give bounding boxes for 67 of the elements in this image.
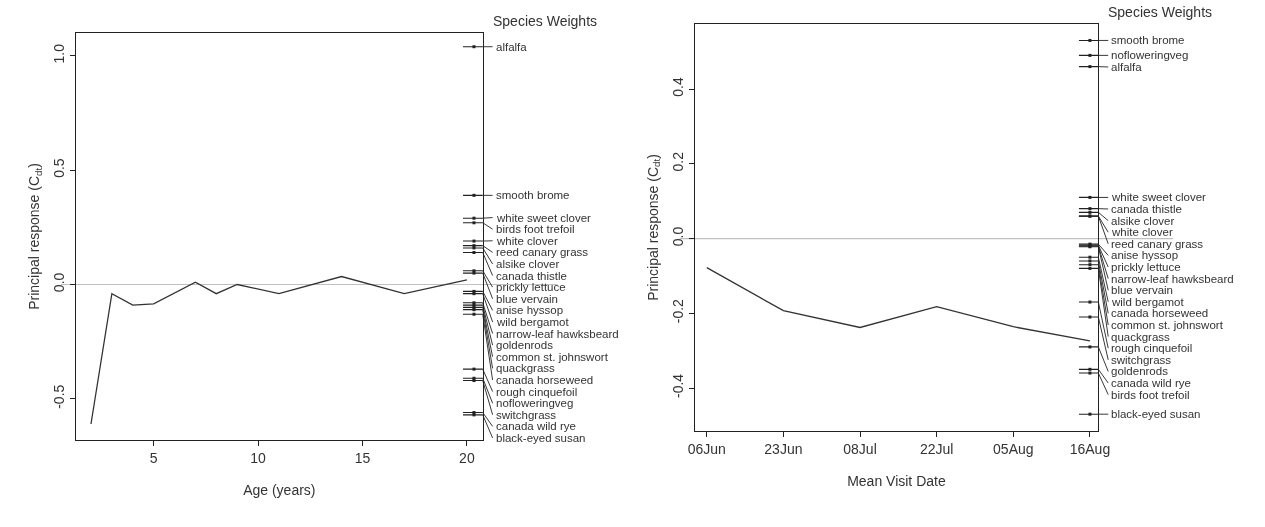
y-tick-label: -0.4 [669,373,686,398]
data-label: black-eyed susan [1111,408,1201,420]
data-label: anise hyssop [496,304,564,316]
y-tick-label: 1.0 [51,43,68,64]
data-label: white clover [496,235,558,247]
x-axis-title: Age (years) [243,482,316,499]
data-label: birds foot trefoil [1111,389,1190,401]
data-label: reed canary grass [496,246,589,258]
data-label: nofloweringveg [496,397,574,409]
y-tick-label: 0.4 [669,76,686,97]
x-tick-label: 05Aug [993,440,1034,457]
data-label: rough cinquefoil [496,386,578,398]
data-label: wild bergamot [496,316,570,328]
data-label: narrow-leaf hawksbeard [496,328,619,340]
data-label: canada horseweed [496,374,594,386]
data-label: alsike clover [496,258,560,270]
x-tick-label: 5 [149,449,158,466]
x-tick-label: 06Jun [687,440,726,457]
data-label: narrow-leaf hawksbeard [1111,273,1234,285]
x-tick-label: 22Jul [919,440,954,457]
data-label: canada thistle [496,270,567,282]
x-axis-title: Mean Visit Date [847,473,946,490]
data-label: wild bergamot [1111,296,1185,308]
data-label: canada wild rye [496,420,576,432]
x-tick-label: 23Jun [764,440,803,457]
data-label: black-eyed susan [496,432,586,444]
data-label: birds foot trefoil [496,223,575,235]
data-label: quackgrass [496,362,556,374]
data-label: prickly lettuce [496,281,566,293]
x-tick-label: 10 [250,449,267,466]
data-label: reed canary grass [1111,238,1204,250]
data-label: white clover [1111,226,1173,238]
data-label: alsike clover [1111,215,1175,227]
x-tick-label: 08Jul [843,440,877,457]
y-tick-label: 0.5 [51,158,68,178]
data-label: goldenrods [496,339,554,351]
data-label: switchgrass [496,409,557,421]
data-label: alfalfa [1111,61,1143,73]
y-tick-label: 0.2 [669,151,686,172]
data-label: smooth brome [1111,34,1185,46]
data-label: anise hyssop [1111,249,1179,261]
x-tick-label: 16Aug [1069,440,1111,457]
data-label: alfalfa [496,41,528,53]
y-tick-label: 0.0 [51,272,68,293]
data-label: canada thistle [1111,203,1182,215]
data-label: canada wild rye [1111,377,1191,389]
data-label: nofloweringveg [1111,49,1189,61]
x-tick-label: 15 [354,449,371,466]
data-label: prickly lettuce [1111,261,1181,273]
data-label: quackgrass [1111,331,1171,343]
y-tick-label: -0.2 [669,298,686,324]
data-label: rough cinquefoil [1111,342,1193,354]
series-label: Species Weights [493,13,598,29]
data-label: common st. johnswort [496,351,609,363]
data-label: canada horseweed [1111,307,1209,319]
data-label: switchgrass [1111,354,1172,366]
data-label: common st. johnswort [1111,319,1224,331]
y-tick-label: 0.0 [669,226,686,247]
data-label: white sweet clover [1111,191,1207,203]
data-label: white sweet clover [496,212,592,224]
y-tick-label: -0.5 [51,384,68,409]
data-label: blue vervain [1111,284,1174,296]
data-label: blue vervain [496,293,559,305]
series-label: Species Weights [1108,4,1213,20]
data-label: goldenrods [1111,365,1169,377]
data-label: smooth brome [496,189,570,201]
x-tick-label: 20 [459,449,475,466]
